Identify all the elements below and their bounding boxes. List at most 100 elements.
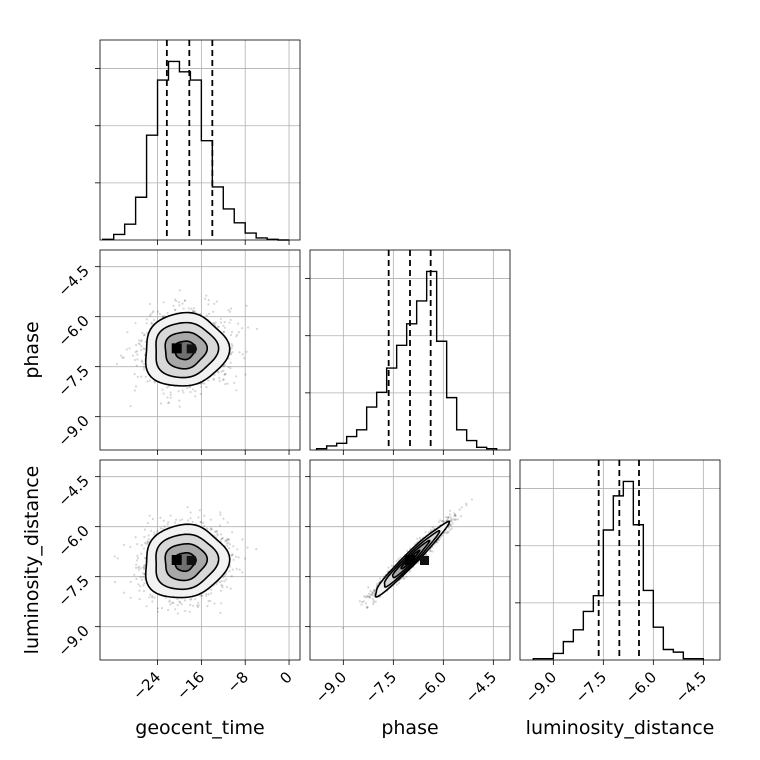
sample-point <box>162 301 165 304</box>
sample-point <box>213 373 216 377</box>
contour-line <box>155 321 220 379</box>
sample-point <box>450 527 453 530</box>
sample-point <box>367 586 370 589</box>
sample-point <box>140 359 143 362</box>
sample-point <box>213 322 216 325</box>
x-axis-label-phase: phase <box>381 717 438 739</box>
sample-point <box>439 519 442 522</box>
sample-point <box>152 310 155 313</box>
sample-point <box>173 298 177 301</box>
sample-point <box>189 390 192 394</box>
sample-point <box>406 549 409 552</box>
sample-point <box>182 391 185 394</box>
sample-point <box>169 391 172 394</box>
sample-point <box>219 589 222 592</box>
sample-point <box>161 388 164 391</box>
sample-point <box>146 540 149 543</box>
sample-point <box>219 611 222 615</box>
sample-point <box>224 383 227 386</box>
sample-point <box>231 344 234 347</box>
sample-point <box>230 343 233 346</box>
sample-point <box>373 588 376 592</box>
peak-marker <box>186 344 196 354</box>
sample-point <box>453 518 456 522</box>
sample-point <box>129 580 132 584</box>
sample-point <box>210 592 213 595</box>
sample-point <box>219 524 222 527</box>
sample-point <box>247 326 250 329</box>
sample-point <box>143 564 146 567</box>
sample-point <box>358 600 361 603</box>
sample-point <box>235 375 238 378</box>
scatter-panel-phase-vs-luminosity_distance <box>309 459 511 661</box>
sample-point <box>212 378 215 381</box>
sample-point <box>222 331 225 334</box>
sample-point <box>167 521 170 524</box>
x-tick-label: −7.5 <box>572 668 610 706</box>
sample-point <box>122 543 125 547</box>
sample-point <box>214 324 217 327</box>
sample-point <box>133 389 136 392</box>
sample-point <box>229 310 232 313</box>
sample-point <box>178 304 181 307</box>
sample-point <box>153 318 156 322</box>
sample-point <box>437 539 440 542</box>
contour-line <box>383 529 441 588</box>
hist-panel-phase <box>305 249 511 451</box>
panel-frame <box>519 459 721 661</box>
sample-point <box>138 589 141 592</box>
sample-point <box>207 379 210 382</box>
sample-point <box>169 396 172 399</box>
sample-point <box>121 356 124 359</box>
sample-point <box>431 526 434 529</box>
sample-point <box>213 602 216 605</box>
y-tick-label: −6.0 <box>54 522 92 560</box>
sample-point <box>223 373 226 376</box>
sample-point <box>255 548 258 551</box>
sample-point <box>368 595 371 599</box>
sample-point <box>176 612 179 615</box>
sample-point <box>409 570 412 573</box>
sample-point <box>145 322 148 325</box>
sample-point <box>237 331 240 334</box>
sample-point <box>405 575 408 578</box>
sample-point <box>151 311 154 314</box>
sample-point <box>175 518 178 521</box>
sample-point <box>449 523 452 527</box>
sample-point <box>191 520 194 524</box>
sample-point <box>149 302 152 306</box>
sample-point <box>218 581 222 584</box>
sample-point <box>182 307 185 310</box>
sample-point <box>187 519 190 522</box>
sample-point <box>223 372 227 376</box>
sample-point <box>363 595 366 598</box>
sample-point <box>143 565 146 568</box>
sample-point <box>188 386 191 389</box>
sample-point <box>229 367 232 370</box>
sample-point <box>166 311 169 315</box>
peak-marker <box>171 343 182 354</box>
sample-point <box>143 368 146 371</box>
sample-point <box>237 556 240 559</box>
sample-point <box>212 377 215 380</box>
sample-point <box>444 531 447 534</box>
sample-point <box>146 522 149 525</box>
sample-point <box>115 363 118 366</box>
sample-point <box>138 598 141 601</box>
sample-point <box>447 526 450 529</box>
sample-point <box>189 517 192 520</box>
sample-point <box>431 550 434 553</box>
sample-point <box>184 609 187 613</box>
sample-point <box>144 556 147 559</box>
sample-point <box>447 515 450 519</box>
sample-point <box>192 604 195 608</box>
sample-point <box>138 565 141 568</box>
sample-point <box>221 586 224 589</box>
scatter-panel-geocent_time-vs-phase <box>99 249 301 451</box>
sample-point <box>189 603 192 607</box>
sample-point <box>230 554 233 557</box>
sample-point <box>240 327 244 330</box>
sample-point <box>437 521 440 524</box>
sample-point <box>227 541 230 544</box>
sample-point <box>241 571 244 574</box>
